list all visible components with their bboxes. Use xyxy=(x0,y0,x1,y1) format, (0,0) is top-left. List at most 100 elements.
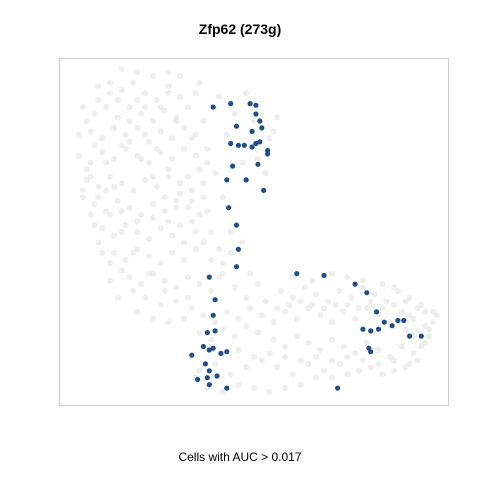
background-cell-point xyxy=(134,218,141,225)
background-cell-point xyxy=(293,315,300,322)
background-cell-point xyxy=(258,312,265,319)
background-cell-point xyxy=(134,152,141,159)
background-cell-point xyxy=(297,357,304,364)
background-cell-point xyxy=(231,333,238,340)
highlighted-cell-point xyxy=(352,281,358,287)
highlighted-cell-point xyxy=(381,319,387,325)
background-cell-point xyxy=(134,229,141,235)
background-cell-point xyxy=(157,128,164,135)
highlighted-cell-point xyxy=(418,333,424,339)
background-cell-point xyxy=(114,97,121,104)
highlighted-cell-point xyxy=(224,177,230,183)
background-cell-point xyxy=(146,159,152,166)
background-cell-point xyxy=(196,281,203,288)
background-cell-point xyxy=(282,385,289,392)
background-cell-point xyxy=(177,180,184,187)
background-cell-point xyxy=(165,69,172,76)
background-cell-point xyxy=(247,305,254,312)
background-cell-point xyxy=(375,347,382,353)
background-cell-point xyxy=(352,350,359,357)
highlighted-cell-point xyxy=(228,140,234,147)
background-cell-point xyxy=(235,347,242,353)
background-cell-point xyxy=(348,294,355,301)
background-cell-point xyxy=(344,301,351,308)
background-cell-point xyxy=(367,298,374,305)
background-cell-point xyxy=(192,90,199,97)
background-cell-point xyxy=(379,305,386,312)
background-cell-point xyxy=(83,176,90,183)
background-cell-point xyxy=(406,360,413,367)
highlighted-cell-point xyxy=(233,264,240,270)
background-cell-point xyxy=(99,225,106,232)
background-cell-point xyxy=(270,128,277,135)
background-cell-point xyxy=(200,194,207,201)
background-cell-point xyxy=(126,118,133,124)
background-cell-point xyxy=(208,229,215,235)
background-cell-point xyxy=(254,156,261,163)
background-cell-point xyxy=(426,333,432,340)
background-cell-point xyxy=(402,326,409,333)
background-cell-point xyxy=(188,305,195,312)
background-cell-point xyxy=(87,159,94,166)
background-cell-point xyxy=(391,301,397,308)
background-cell-point xyxy=(433,312,440,319)
background-cell-point xyxy=(181,315,187,322)
highlighted-cell-point xyxy=(206,347,212,353)
background-cell-point xyxy=(103,104,110,111)
background-cell-point xyxy=(134,69,141,76)
background-cell-point xyxy=(422,340,429,346)
background-cell-point xyxy=(149,118,156,124)
background-cell-point xyxy=(251,353,257,360)
background-cell-point xyxy=(188,187,195,194)
background-cell-point xyxy=(289,274,296,281)
background-cell-point xyxy=(274,364,281,371)
background-cell-point xyxy=(204,159,211,166)
background-cell-point xyxy=(282,308,289,315)
background-cell-point xyxy=(359,357,366,364)
background-cell-point xyxy=(157,225,164,232)
background-cell-point xyxy=(227,249,234,256)
background-cell-point xyxy=(138,281,145,288)
background-cell-point xyxy=(216,93,222,100)
background-cell-point xyxy=(122,256,129,263)
background-cell-point xyxy=(181,256,187,263)
background-cell-point xyxy=(107,79,114,86)
background-cell-point xyxy=(169,232,176,239)
background-cell-point xyxy=(410,333,417,340)
highlighted-cell-point xyxy=(226,205,232,211)
background-cell-point xyxy=(146,270,152,277)
plot-panel-frame xyxy=(59,58,449,406)
highlighted-cell-point xyxy=(200,343,206,350)
background-cell-point xyxy=(216,246,222,253)
background-cell-point xyxy=(332,301,339,308)
background-cell-point xyxy=(188,197,195,204)
highlighted-cell-point xyxy=(335,385,341,391)
background-cell-point xyxy=(142,104,149,111)
background-cell-point xyxy=(406,294,413,301)
background-cell-point xyxy=(200,118,207,124)
background-cell-point xyxy=(103,187,110,194)
background-cell-point xyxy=(181,124,187,131)
background-cell-point xyxy=(297,298,304,305)
background-cell-point xyxy=(363,305,370,312)
background-cell-point xyxy=(344,353,351,360)
background-cell-point xyxy=(157,260,164,267)
highlighted-cell-point xyxy=(210,345,216,351)
background-cell-point xyxy=(114,294,121,301)
background-cell-point xyxy=(192,229,199,235)
background-cell-point xyxy=(177,222,184,229)
background-cell-point xyxy=(383,298,390,305)
highlighted-cell-point xyxy=(253,111,259,117)
background-cell-point xyxy=(367,364,374,371)
background-cell-point xyxy=(208,288,215,294)
background-cell-point xyxy=(204,145,211,152)
background-cell-point xyxy=(99,135,106,142)
background-cell-point xyxy=(188,218,195,225)
highlighted-cell-point xyxy=(214,373,220,379)
background-cell-point xyxy=(251,118,257,124)
background-cell-point xyxy=(336,360,343,367)
background-cell-point xyxy=(138,156,145,163)
background-cell-point xyxy=(161,288,168,294)
background-cell-point xyxy=(118,142,125,149)
